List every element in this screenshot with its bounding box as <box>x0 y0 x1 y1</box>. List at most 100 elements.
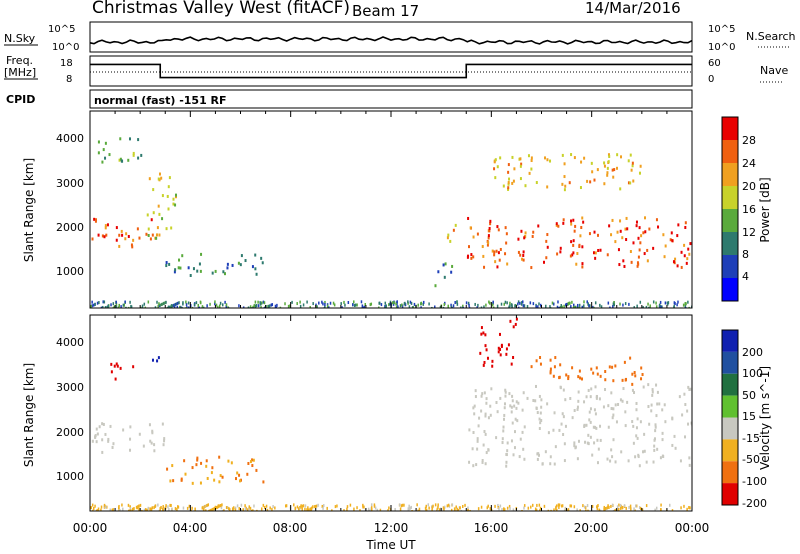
velocity-cell <box>471 447 474 451</box>
power-cell <box>570 219 573 223</box>
velocity-cell <box>425 508 427 511</box>
velocity-cell <box>514 322 517 326</box>
velocity-cell <box>166 467 169 471</box>
velocity-cell <box>483 429 486 433</box>
velocity-cell <box>394 508 396 511</box>
power-cell <box>539 303 542 307</box>
velocity-cell <box>248 506 250 510</box>
power-cell <box>125 232 128 236</box>
velocity-cell <box>635 401 638 405</box>
velocity-cell <box>91 503 94 507</box>
power-cell <box>121 233 124 237</box>
power-cell <box>237 261 240 265</box>
velocity-cell <box>534 384 537 388</box>
power-cell <box>120 229 123 233</box>
velocity-cell <box>647 405 650 409</box>
velocity-cell <box>549 462 552 466</box>
power-cell <box>452 304 455 308</box>
vel-cb-tick-neg100: -100 <box>742 475 767 488</box>
velocity-cell <box>409 506 412 510</box>
velocity-cell <box>485 397 488 401</box>
velocity-cell <box>604 388 607 392</box>
velocity-cell <box>498 332 501 336</box>
velocity-cell <box>443 507 445 511</box>
velocity-cell <box>196 456 199 460</box>
power-cell <box>560 304 562 308</box>
velocity-cell <box>253 504 255 508</box>
power-cell <box>496 225 499 229</box>
velocity-cell <box>494 504 496 508</box>
power-cell <box>524 231 527 235</box>
velocity-cell <box>590 387 593 391</box>
power-cell <box>506 301 508 305</box>
power-cell <box>97 140 100 144</box>
power-cell <box>532 230 535 234</box>
power-cell <box>496 165 499 169</box>
power-cell <box>161 194 164 198</box>
power-cell <box>119 137 122 141</box>
velocity-cell <box>95 509 98 511</box>
velocity-cell <box>127 503 130 507</box>
power-cell <box>309 305 311 308</box>
power-cell <box>646 259 649 263</box>
velocity-cell <box>468 428 471 432</box>
power-cell <box>572 243 575 247</box>
velocity-cell <box>238 507 240 511</box>
velocity-cell <box>521 509 523 511</box>
nsky-tick-bottom: 10^0 <box>52 42 79 53</box>
power-cell <box>167 305 170 308</box>
velocity-cell <box>620 450 623 454</box>
power-cell <box>610 233 613 237</box>
velocity-cell <box>604 507 606 511</box>
velocity-cell <box>571 416 574 420</box>
velocity-cell <box>129 507 132 511</box>
velocity-cell <box>554 445 557 449</box>
power-cell <box>158 172 161 176</box>
velocity-cell <box>284 504 287 508</box>
velocity-cell <box>584 506 587 510</box>
nsky-panel: N.Sky 10^5 10^0 10^5 10^0 N.Search <box>4 21 796 53</box>
power-cell <box>167 207 170 211</box>
power-cell <box>340 302 342 306</box>
velocity-cell <box>593 408 596 412</box>
power-cell <box>537 305 539 308</box>
power-cell <box>175 302 177 306</box>
velocity-cell <box>497 346 500 350</box>
power-cell <box>636 304 638 308</box>
power-cell <box>104 141 107 145</box>
power-cell <box>158 212 161 216</box>
velocity-cell <box>219 474 222 478</box>
velocity-cell <box>153 506 155 510</box>
velocity-cell <box>252 509 254 511</box>
power-cell <box>467 216 470 220</box>
power-cell <box>120 159 123 163</box>
velocity-cell <box>149 439 152 443</box>
velocity-cell <box>635 504 638 508</box>
velocity-cell <box>104 432 107 436</box>
velocity-cell <box>635 426 638 430</box>
velocity-cell <box>205 509 207 511</box>
power-cell <box>519 301 521 305</box>
power-cell <box>670 231 673 235</box>
velocity-cell <box>653 438 656 442</box>
power-cell <box>581 216 584 220</box>
power-cell <box>254 267 257 271</box>
velocity-cell <box>506 449 509 453</box>
nave-tick-bottom: 0 <box>708 74 714 85</box>
power-cell <box>101 160 104 164</box>
power-cell <box>687 300 689 304</box>
power-cell <box>353 304 356 308</box>
power-cell <box>178 301 180 305</box>
power-cell <box>240 254 243 258</box>
velocity-cell <box>228 507 230 511</box>
velocity-cell <box>169 479 172 483</box>
power-cell <box>530 266 533 270</box>
velocity-cell <box>220 506 223 510</box>
power-cell <box>519 253 522 257</box>
power-cell <box>302 303 305 307</box>
velocity-cell <box>484 412 487 416</box>
power-cell <box>460 306 462 308</box>
velocity-cell <box>604 378 607 382</box>
velocity-cell <box>552 374 555 378</box>
velocity-cell <box>205 459 208 463</box>
